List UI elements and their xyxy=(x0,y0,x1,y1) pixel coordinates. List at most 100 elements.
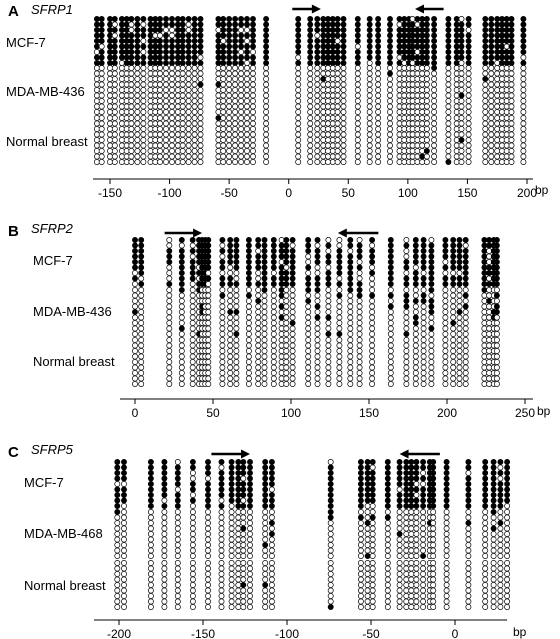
panel-a-cpg-dot xyxy=(238,16,245,22)
panel-a-cpg-dot xyxy=(147,54,154,61)
panel-c-cpg-dot xyxy=(465,576,472,583)
panel-a-cpg-dot xyxy=(307,65,314,71)
panel-c-cpg-dot xyxy=(420,582,427,588)
panel-a-cpg-dot xyxy=(334,70,341,77)
panel-a-cpg-dot xyxy=(431,109,438,115)
panel-a-cpg-dot xyxy=(263,131,270,138)
panel-a-cpg-dot xyxy=(387,137,393,143)
panel-b-cpg-dot xyxy=(456,253,463,260)
panel-a-cpg-dot xyxy=(238,159,245,165)
panel-b-cpg-dot xyxy=(255,348,262,354)
panel-b-cpg-dot xyxy=(369,337,376,343)
panel-c-cpg-dot xyxy=(497,553,504,559)
panel-b-cpg-dot xyxy=(233,331,240,337)
panel-a-cpg-dot xyxy=(140,32,147,39)
panel-c-cpg-dot xyxy=(205,553,211,559)
panel-b-cpg-dot xyxy=(205,314,212,321)
panel-c-cpg-dot xyxy=(262,475,269,482)
panel-b-cpg-dot xyxy=(132,275,138,282)
panel-a-cpg-dot xyxy=(520,43,527,50)
panel-a-cpg-dot xyxy=(409,70,416,77)
panel-a-cpg-dot xyxy=(191,76,198,82)
panel-a-cpg-dot xyxy=(179,70,186,77)
panel-b-cpg-dot xyxy=(270,303,277,310)
panel-a-cpg-dot xyxy=(494,54,501,61)
panel-b-cpg-dot xyxy=(356,364,363,371)
panel-b-cpg-dot xyxy=(493,275,500,282)
panel-a-axis-unit: bp xyxy=(535,183,549,197)
panel-a-cpg-dot xyxy=(488,142,495,149)
panel-c-cpg-dot xyxy=(235,459,242,465)
panel-a-cpg-dot xyxy=(334,126,341,132)
panel-a-cpg-dot xyxy=(157,54,163,61)
panel-c-cpg-dot xyxy=(218,492,225,498)
panel-c-cpg-dot xyxy=(482,481,489,487)
panel-c-cpg-dot xyxy=(384,593,391,599)
panel-a-cpg-dot xyxy=(387,148,393,154)
panel-b-cpg-dot xyxy=(227,381,234,387)
panel-a-cpg-dot xyxy=(423,115,430,121)
panel-c-cpg-dot xyxy=(218,520,225,526)
panel-a-cpg-dot xyxy=(375,115,382,121)
panel-c-cpg-dot xyxy=(235,598,242,605)
panel-b-cpg-dot xyxy=(219,309,226,315)
panel-c-cpg-dot xyxy=(364,542,371,548)
panel-a-cpg-dot xyxy=(445,148,452,154)
panel-b-cpg-dot xyxy=(403,270,410,276)
panel-c-cpg-dot xyxy=(504,509,511,515)
panel-b-cpg-dot xyxy=(233,353,240,360)
panel-a-cpg-dot xyxy=(387,81,393,88)
panel-c-cpg-dot xyxy=(504,525,511,532)
panel-c-cpg-dot xyxy=(490,576,497,583)
panel-c-tick-label: 0 xyxy=(452,627,459,639)
panel-c-cpg-dot xyxy=(357,547,364,554)
panel-b-cpg-dot xyxy=(166,259,173,265)
panel-b-cpg-dot xyxy=(132,375,138,382)
panel-c-cpg-dot xyxy=(369,525,376,532)
panel-c-cpg-dot xyxy=(161,604,168,610)
panel-a-cpg-dot xyxy=(431,21,438,28)
panel-c-cpg-dot xyxy=(364,587,371,594)
panel-a-cpg-dot xyxy=(494,32,501,39)
panel-a-cpg-dot xyxy=(238,81,245,88)
panel-c-cpg-dot xyxy=(413,536,420,543)
panel-a-cpg-dot xyxy=(179,131,186,138)
panel-b-cpg-dot xyxy=(428,270,435,276)
panel-a-cpg-dot xyxy=(366,21,373,28)
panel-b-cpg-dot xyxy=(347,348,354,354)
panel-a-cpg-dot xyxy=(329,120,336,127)
panel-c-cpg-dot xyxy=(114,604,121,610)
panel-c-cpg-dot xyxy=(430,576,437,583)
panel-b: B SFRP2 MCF-7 MDA-MB-436 Normal breast 0… xyxy=(8,221,551,420)
panel-a-cpg-dot xyxy=(174,81,181,88)
panel-a-cpg-dot xyxy=(340,120,347,127)
panel-b-cpg-dot xyxy=(270,375,277,382)
panel-c-cpg-dot xyxy=(396,604,403,610)
panel-a-cpg-dot xyxy=(232,109,239,115)
panel-a-cpg-dot xyxy=(232,76,239,82)
panel-a-cpg-dot xyxy=(263,142,270,149)
panel-a-cpg-dot xyxy=(340,38,347,44)
panel-a-cpg-dot xyxy=(98,38,105,44)
panel-b-cpg-dot xyxy=(450,320,457,326)
panel-c-cpg-dot xyxy=(235,520,242,526)
panel-a-cpg-dot xyxy=(263,32,270,39)
panel-a-cpg-dot xyxy=(482,109,489,115)
panel-b-cpg-dot xyxy=(166,342,173,349)
panel-a-cpg-dot xyxy=(118,60,125,66)
panel-a-cpg-dot xyxy=(465,32,472,39)
panel-a-cpg-dot xyxy=(445,54,452,61)
panel-a-cpg-dot xyxy=(157,70,163,77)
panel-c-cpg-dot xyxy=(218,565,225,572)
panel-c-cpg-dot xyxy=(369,459,376,465)
panel-c-cpg-dot xyxy=(114,509,121,515)
panel-c-cpg-dot xyxy=(443,520,450,526)
panel-b-cpg-dot xyxy=(347,331,354,337)
panel-a-cpg-dot xyxy=(520,126,527,132)
panel-b-cpg-dot xyxy=(255,381,262,387)
panel-a-cpg-dot xyxy=(366,126,373,132)
panel-a-cpg-dot xyxy=(215,126,222,132)
panel-a-cpg-dot xyxy=(458,131,465,138)
panel-a-cpg-dot xyxy=(520,92,527,99)
panel-a-cpg-dot xyxy=(147,70,154,77)
